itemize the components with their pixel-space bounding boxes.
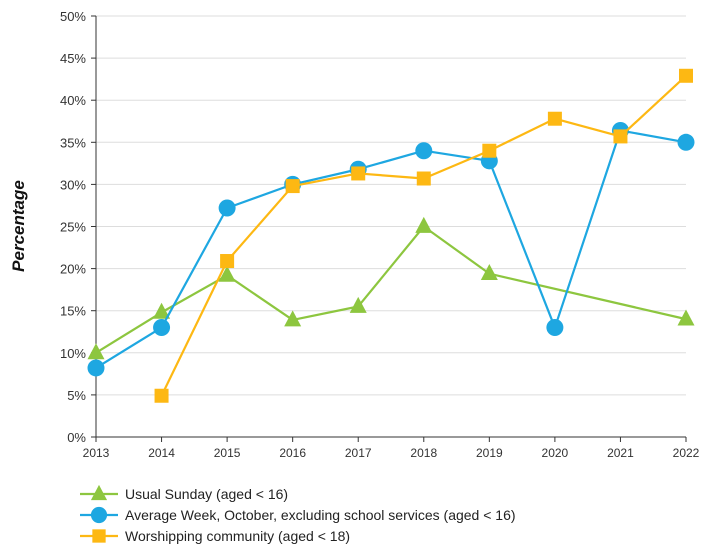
data-point xyxy=(153,319,171,337)
series-circle xyxy=(87,122,695,377)
y-tick-label: 20% xyxy=(60,262,86,277)
x-tick-label: 2020 xyxy=(542,446,569,460)
y-tick-label: 10% xyxy=(60,346,86,361)
y-tick-label: 40% xyxy=(60,93,86,108)
data-point xyxy=(482,143,497,158)
x-tick-label: 2022 xyxy=(673,446,700,460)
axes xyxy=(91,15,687,442)
y-tick-label: 30% xyxy=(60,177,86,192)
y-tick-labels: 0% 5% 10% 15% 20% 25% 30% 35% 40% 45% 50% xyxy=(60,9,86,445)
y-tick-label: 35% xyxy=(60,135,86,150)
legend-entry: Average Week, October, excluding school … xyxy=(80,506,516,524)
y-tick-label: 15% xyxy=(60,304,86,319)
y-axis-label: Percentage xyxy=(9,180,28,272)
data-point xyxy=(546,319,564,337)
x-tick-label: 2021 xyxy=(607,446,634,460)
data-point xyxy=(679,68,693,83)
data-point xyxy=(415,216,433,233)
data-point xyxy=(220,254,235,269)
legend-entry: Worshipping community (aged < 18) xyxy=(80,528,350,544)
series-line xyxy=(95,225,687,354)
x-tick-label: 2015 xyxy=(214,446,241,460)
data-point xyxy=(285,179,300,194)
data-point xyxy=(154,388,169,403)
data-point xyxy=(87,359,105,377)
data-point xyxy=(547,111,562,126)
x-tick-label: 2018 xyxy=(410,446,437,460)
y-tick-label: 0% xyxy=(67,430,86,445)
legend-entry: Usual Sunday (aged < 16) xyxy=(80,484,288,502)
series-line xyxy=(160,74,687,397)
data-point xyxy=(480,264,498,281)
data-point xyxy=(613,129,628,144)
data-point xyxy=(416,171,431,186)
legend-label: Worshipping community (aged < 18) xyxy=(125,528,350,544)
series xyxy=(87,68,695,403)
grid-lines xyxy=(96,15,686,396)
data-point xyxy=(677,133,695,151)
data-point xyxy=(415,142,433,160)
y-tick-label: 5% xyxy=(67,388,86,403)
x-tick-label: 2019 xyxy=(476,446,503,460)
data-point xyxy=(284,310,302,327)
data-point xyxy=(87,343,105,360)
x-tick-label: 2017 xyxy=(345,446,372,460)
data-point xyxy=(349,296,367,313)
data-point xyxy=(351,166,366,181)
legend-marker xyxy=(90,506,108,524)
legend-label: Average Week, October, excluding school … xyxy=(125,507,516,523)
legend-marker xyxy=(90,484,108,501)
series-square xyxy=(154,68,693,403)
series-triangle xyxy=(87,216,695,360)
y-tick-label: 50% xyxy=(60,9,86,24)
y-tick-label: 25% xyxy=(60,220,86,235)
x-tick-labels: 2013 2014 2015 2016 2017 2018 2019 2020 2021 2022 xyxy=(83,446,700,460)
legend-marker xyxy=(92,529,106,543)
data-point xyxy=(218,265,236,282)
series-line xyxy=(95,129,687,369)
legend-label: Usual Sunday (aged < 16) xyxy=(125,486,288,502)
data-point xyxy=(218,199,236,217)
legend: Usual Sunday (aged < 16) Average Week, Oc… xyxy=(80,484,516,544)
data-point xyxy=(153,302,171,319)
y-tick-label: 45% xyxy=(60,51,86,66)
data-point xyxy=(677,309,695,326)
x-tick-label: 2014 xyxy=(148,446,175,460)
x-tick-label: 2013 xyxy=(83,446,110,460)
x-tick-label: 2016 xyxy=(279,446,306,460)
